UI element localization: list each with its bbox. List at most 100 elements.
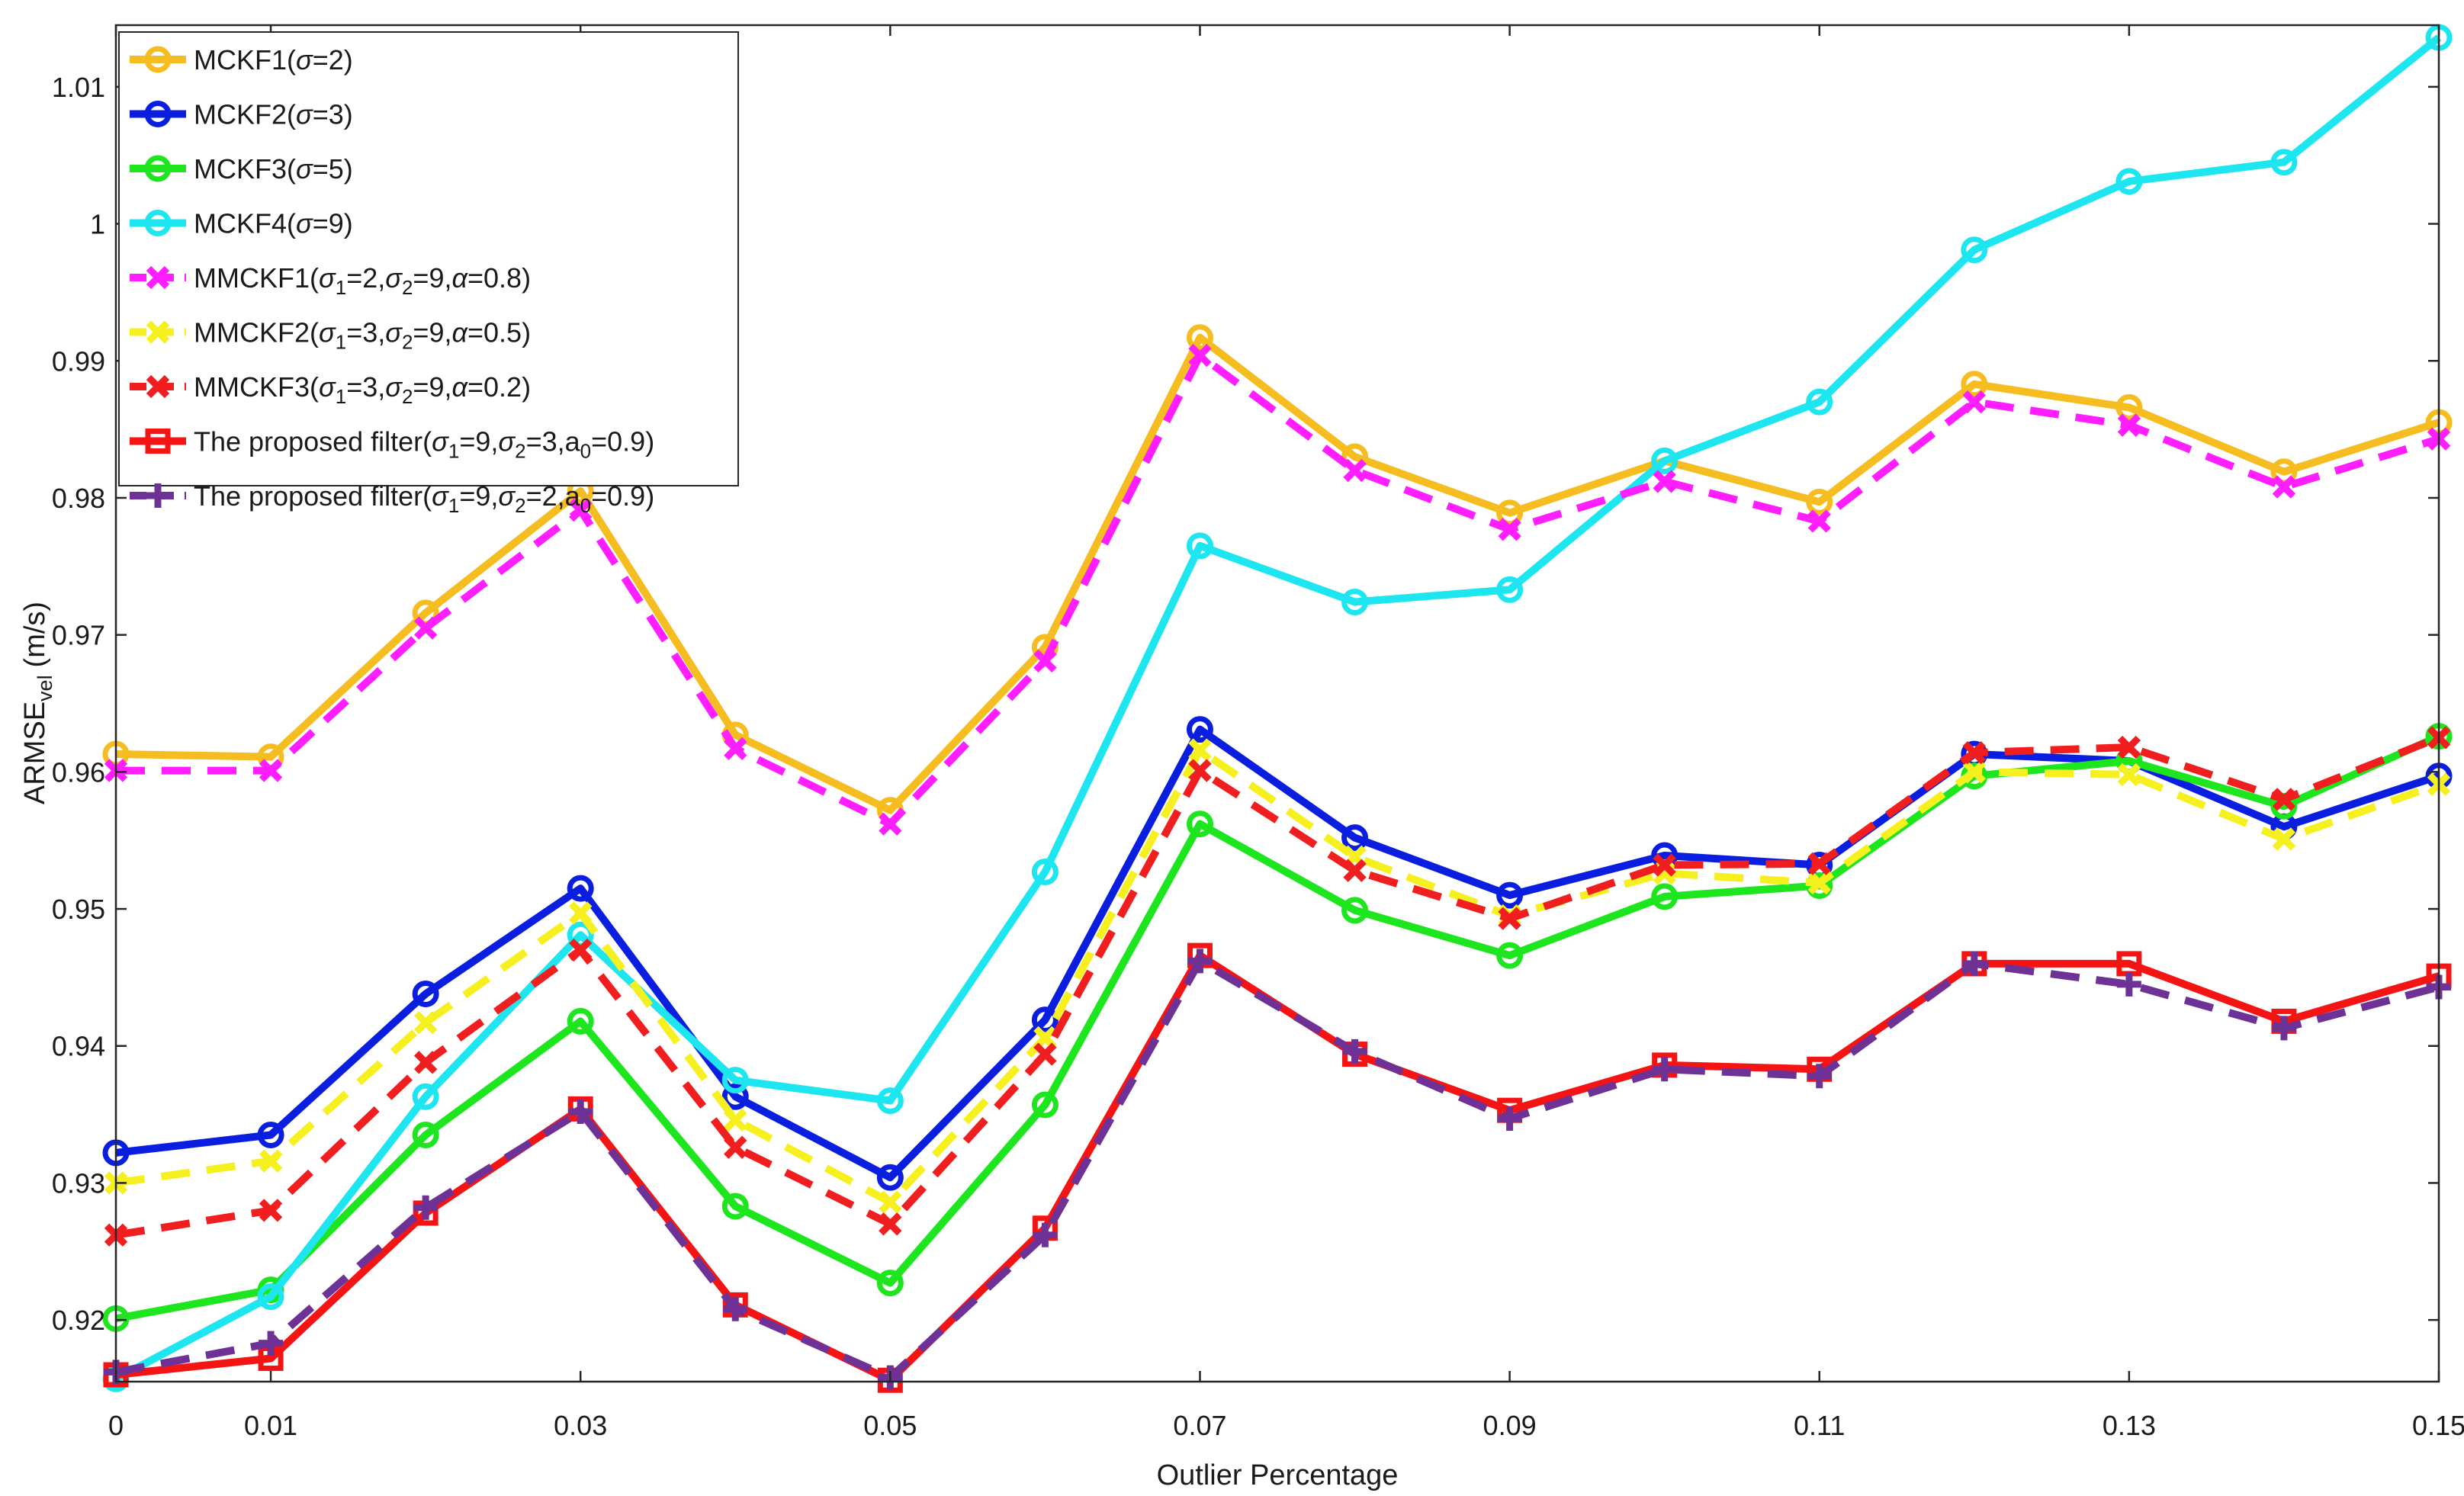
data-point-1-10: [1496, 499, 1524, 527]
y-tick-label: 0.97: [52, 620, 105, 651]
data-point-5-12: [1807, 509, 1831, 533]
x-tick-label: 0.03: [554, 1410, 607, 1441]
legend-item-mckf4-9: MCKF4(σ=9): [130, 208, 353, 239]
data-point-9-15: [2271, 1016, 2296, 1041]
data-point-5-10: [1498, 518, 1521, 541]
series-layer: [102, 24, 2453, 1393]
data-point-3-5: [721, 1193, 749, 1220]
legend-label: MCKF2(σ=3): [194, 99, 353, 130]
series-mmckf3-1-3-2-9-0-2: [104, 726, 2451, 1247]
data-point-5-7: [1033, 649, 1057, 673]
data-point-9-5: [723, 1296, 748, 1321]
data-point-4-13: [1961, 236, 1988, 264]
data-point-7-8: [1188, 759, 1212, 782]
legend-marker: [144, 210, 172, 236]
data-point-1-13: [1961, 371, 1988, 398]
legend-marker: [146, 320, 170, 344]
data-point-2-10: [1496, 881, 1524, 909]
data-point-2-5: [721, 1083, 749, 1110]
legend-label: MMCKF1(σ1=2,σ2=9,α=0.8): [194, 262, 531, 299]
y-axis-label: ARMSEvel (m/s): [19, 602, 56, 804]
data-point-1-14: [2115, 393, 2143, 421]
data-point-7-9: [1343, 859, 1367, 882]
data-point-4-5: [721, 1067, 749, 1094]
data-point-4-3: [412, 1083, 439, 1110]
data-point-4-10: [1496, 576, 1524, 603]
y-tick-label: 1.01: [52, 72, 105, 103]
data-point-6-4: [569, 901, 593, 925]
data-point-5-6: [879, 812, 902, 836]
data-point-4-15: [2270, 149, 2298, 176]
y-tick-label: 0.98: [52, 483, 105, 514]
x-tick-label: 0.05: [863, 1410, 917, 1441]
x-tick-label: 0.11: [1794, 1410, 1845, 1441]
legend-label: MMCKF2(σ1=3,σ2=9,α=0.5): [194, 317, 531, 354]
x-axis: 0 0.01 0.03 0.05 0.07 0.09 0.11 0.13 0.15: [108, 25, 2464, 1441]
data-point-7-11: [1653, 853, 1676, 877]
data-point-2-6: [876, 1164, 904, 1191]
data-point-7-12: [1807, 852, 1831, 875]
data-point-7-13: [1962, 741, 1986, 765]
series-line-4: [114, 34, 2442, 1382]
data-point-2-9: [1341, 824, 1369, 852]
data-point-5-13: [1962, 390, 1986, 414]
data-point-6-3: [413, 1011, 438, 1035]
data-point-9-8: [1187, 949, 1213, 974]
legend-item-mmckf2-1-3-2-9-0-5: MMCKF2(σ1=3,σ2=9,α=0.5): [130, 317, 531, 354]
data-point-3-3: [412, 1122, 439, 1149]
data-point-4-11: [1651, 447, 1679, 474]
data-point-6-5: [724, 1108, 747, 1132]
data-point-7-4: [569, 938, 593, 962]
data-point-3-9: [1341, 897, 1369, 924]
data-point-7-3: [413, 1051, 438, 1074]
series-line-1: [115, 333, 2440, 814]
data-point-4-8: [1186, 532, 1213, 560]
data-point-9-14: [2116, 971, 2141, 997]
data-point-7-5: [724, 1135, 747, 1159]
legend-label: The proposed filter(σ1=9,σ2=2,a0=0.9): [194, 480, 654, 517]
x-tick-label: 0.13: [2103, 1410, 2156, 1441]
legend-item-the-proposed-filter-1-9-2-2-a0-0-9: The proposed filter(σ1=9,σ2=2,a0=0.9): [130, 480, 654, 517]
data-point-6-14: [2117, 762, 2141, 787]
data-point-5-8: [1188, 343, 1212, 368]
data-point-5-11: [1653, 470, 1676, 493]
legend-marker: [146, 265, 170, 290]
x-tick-label: 0.15: [2412, 1410, 2464, 1441]
data-point-3-4: [567, 1007, 594, 1035]
data-point-7-6: [879, 1212, 902, 1236]
x-tick-label: 0: [108, 1410, 124, 1441]
y-tick-label: 0.92: [52, 1305, 105, 1336]
legend-marker: [144, 46, 172, 73]
data-point-3-11: [1651, 883, 1679, 910]
legend-marker: [146, 374, 170, 399]
data-point-6-13: [1962, 760, 1986, 784]
legend-item-mckf2-3: MCKF2(σ=3): [130, 99, 353, 130]
data-point-3-8: [1186, 811, 1213, 838]
y-axis-label-unit: (m/s): [19, 602, 51, 668]
legend-item-the-proposed-filter-1-9-2-3-a0-0-9: The proposed filter(σ1=9,σ2=3,a0=0.9): [130, 426, 654, 463]
data-point-5-9: [1343, 458, 1367, 483]
data-point-3-7: [1031, 1091, 1059, 1119]
data-point-9-13: [1961, 951, 1987, 976]
data-point-4-14: [2115, 168, 2143, 195]
legend: MCKF1(σ=2) MCKF2(σ=3) MCKF3(σ=5) MCKF4(σ=9)…: [118, 31, 739, 517]
legend-item-mckf3-5: MCKF3(σ=5): [130, 153, 353, 185]
data-point-6-8: [1188, 738, 1212, 762]
data-point-2-7: [1031, 1006, 1059, 1034]
x-tick-label: 0.01: [244, 1410, 297, 1441]
x-tick-label: 0.09: [1483, 1410, 1537, 1441]
legend-label: MCKF1(σ=2): [194, 44, 353, 75]
data-point-6-15: [2272, 827, 2296, 851]
legend-label: MCKF3(σ=5): [194, 153, 353, 185]
legend-item-mmckf1-1-2-2-9-0-8: MMCKF1(σ1=2,σ2=9,α=0.8): [130, 262, 531, 299]
y-tick-label: 0.95: [52, 894, 105, 925]
y-tick-label: 0.93: [52, 1167, 105, 1199]
data-point-6-12: [1807, 871, 1831, 895]
data-point-5-15: [2272, 475, 2296, 499]
series-line-7: [115, 734, 2440, 1239]
data-point-4-7: [1031, 859, 1059, 886]
legend-label: MMCKF3(σ1=3,σ2=9,α=0.2): [194, 371, 531, 408]
data-point-4-6: [876, 1087, 904, 1115]
y-axis-label-subscript: vel: [34, 675, 56, 701]
data-point-7-14: [2117, 735, 2141, 759]
